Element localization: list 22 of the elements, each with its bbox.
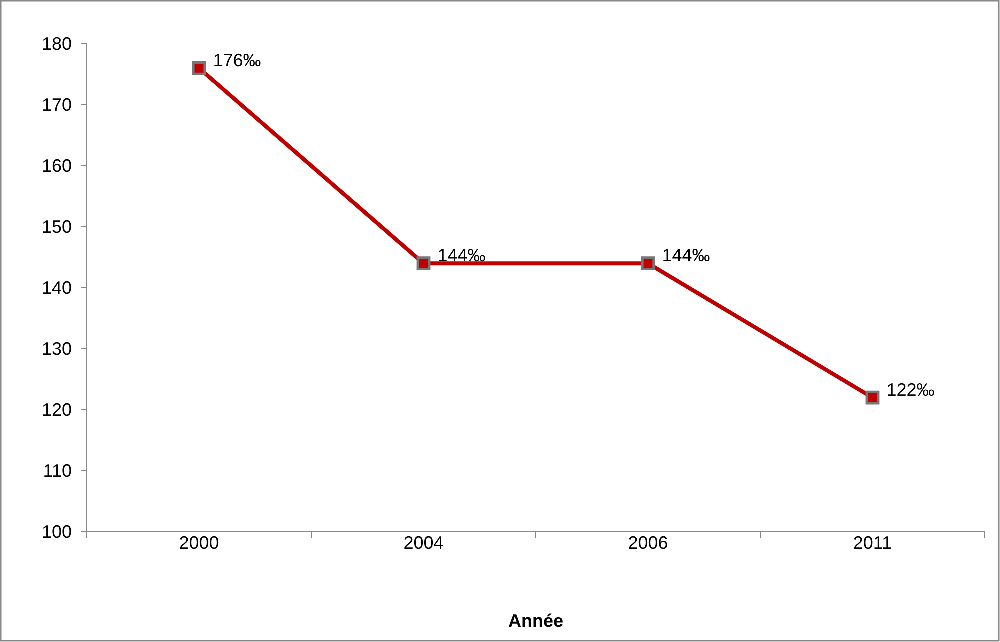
- y-tick-label: 170: [42, 94, 72, 115]
- x-tick-label: 2011: [853, 533, 892, 553]
- x-axis-title: Année: [508, 611, 564, 631]
- y-tick-label: 110: [43, 460, 72, 481]
- data-label: 144‰: [438, 246, 486, 266]
- point: [192, 61, 206, 76]
- data-label: 176‰: [213, 50, 262, 70]
- y-tick-label: 140: [42, 278, 72, 298]
- x-tick-label: 2000: [179, 533, 220, 553]
- x-tick-label: 2006: [628, 533, 668, 553]
- y-tick-label: 180: [42, 34, 72, 54]
- y-tick-label: 160: [42, 156, 72, 176]
- y-tick-label: 100: [42, 522, 72, 542]
- x-tick-label: 2004: [404, 533, 444, 553]
- y-tick-label: 150: [42, 216, 72, 237]
- point: [416, 256, 431, 271]
- point: [866, 390, 880, 405]
- point: [641, 256, 656, 271]
- y-tick-label: 130: [42, 338, 72, 359]
- data-label: 122‰: [886, 380, 935, 400]
- y-tick-label: 120: [42, 400, 72, 420]
- data-label: 144‰: [662, 246, 710, 266]
